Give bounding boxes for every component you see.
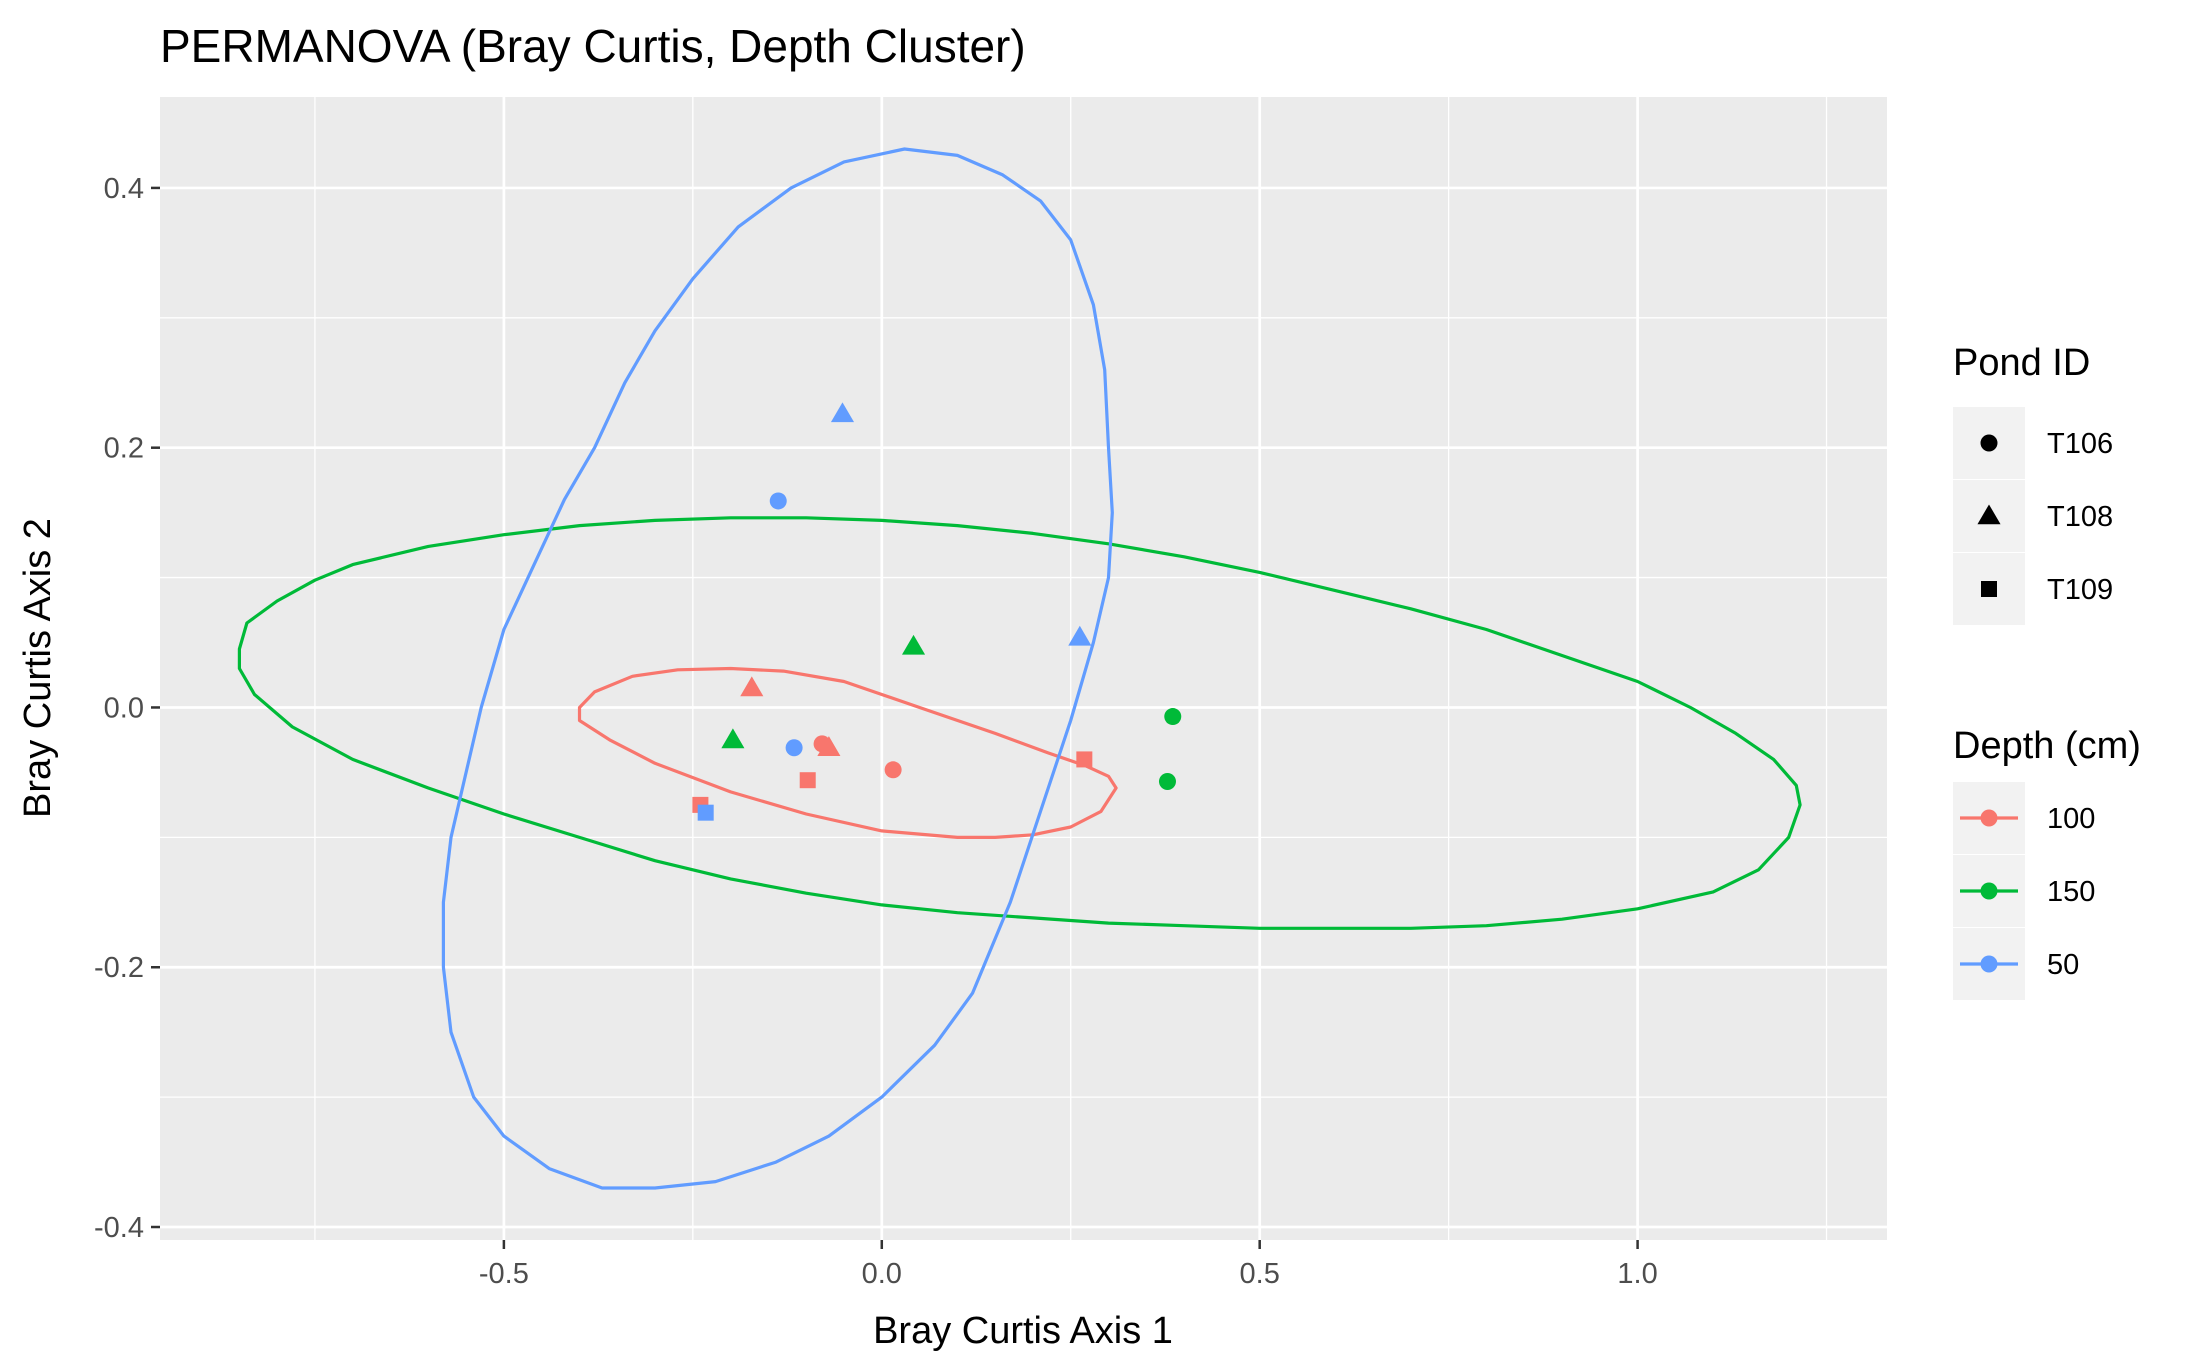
point-t108-depth-150 (721, 728, 745, 749)
legend-pond-id: Pond ID T106 T108 T109 (1953, 342, 2113, 625)
y-tick-label: 0.4 (104, 173, 144, 205)
data-points (692, 402, 1182, 821)
legend-label-depth-150: 150 (2047, 876, 2095, 908)
y-tick-label: -0.4 (94, 1212, 144, 1244)
x-tick-label: -0.5 (479, 1258, 529, 1290)
legend-key-t108 (1977, 504, 2001, 525)
point-t106-depth-150 (1164, 708, 1182, 726)
legend-label-depth-50: 50 (2047, 949, 2079, 981)
ellipse-depth-100 (577, 666, 1118, 839)
point-t109-depth-100 (799, 772, 816, 789)
plot-panel (160, 97, 1887, 1240)
point-t108-depth-150 (901, 634, 926, 655)
point-t106-depth-50 (769, 492, 787, 510)
point-t108-depth-50 (1068, 625, 1092, 646)
legend-dot-150 (1980, 882, 1998, 900)
ellipse-depth-50 (441, 147, 1114, 1190)
y-tick-label: 0.2 (104, 433, 144, 465)
chart-title: PERMANOVA (Bray Curtis, Depth Cluster) (160, 20, 1026, 72)
legend-depth: Depth (cm) 100 150 50 (1953, 725, 2141, 1000)
legend-dot-50 (1980, 955, 1998, 973)
x-axis: -0.5 0.0 0.5 1.0 (479, 1240, 1658, 1290)
point-t109-depth-100 (1076, 751, 1093, 768)
legend-label-t106: T106 (2047, 428, 2113, 460)
legend-pond-id-title: Pond ID (1953, 342, 2090, 384)
x-tick-label: 1.0 (1617, 1258, 1657, 1290)
legend-label-t108: T108 (2047, 501, 2113, 533)
y-tick-label: 0.0 (104, 692, 144, 724)
legend-key-t106 (1980, 434, 1998, 452)
x-tick-label: 0.0 (862, 1258, 902, 1290)
minor-gridlines (160, 97, 1887, 1240)
y-axis-title: Bray Curtis Axis 2 (17, 518, 59, 818)
y-tick-label: -0.2 (94, 952, 144, 984)
point-t108-depth-100 (817, 736, 841, 756)
y-axis: -0.4 -0.2 0.0 0.2 0.4 (94, 173, 160, 1244)
point-t106-depth-50 (785, 739, 803, 757)
confidence-ellipses (237, 147, 1802, 1190)
legend-label-depth-100: 100 (2047, 803, 2095, 835)
legend-depth-title: Depth (cm) (1953, 725, 2141, 767)
point-t108-depth-100 (740, 676, 764, 697)
legend-label-t109: T109 (2047, 574, 2113, 606)
legend-dot-100 (1980, 809, 1998, 827)
ellipse-depth-150 (237, 516, 1802, 930)
x-tick-label: 0.5 (1240, 1258, 1280, 1290)
x-axis-title: Bray Curtis Axis 1 (873, 1310, 1173, 1352)
point-t106-depth-100 (884, 761, 902, 779)
point-t106-depth-150 (1158, 773, 1176, 791)
point-t108-depth-50 (830, 402, 855, 423)
legend-key-t109 (1981, 581, 1997, 597)
point-t109-depth-50 (697, 804, 714, 821)
